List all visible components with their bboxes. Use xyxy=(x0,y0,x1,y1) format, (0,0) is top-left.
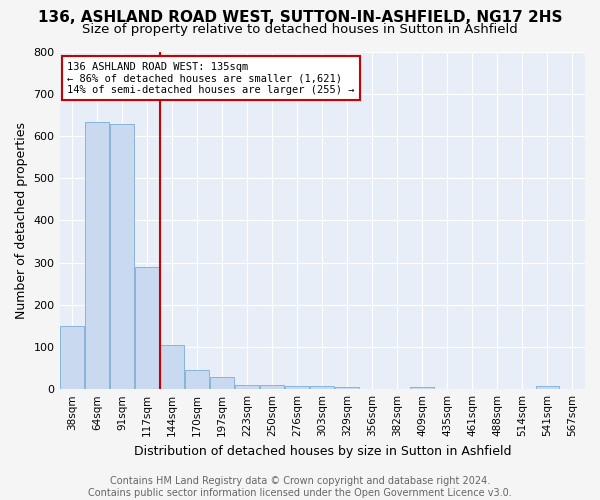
Bar xyxy=(210,376,234,389)
Bar xyxy=(335,386,359,389)
Bar xyxy=(235,385,259,389)
Bar xyxy=(286,386,309,389)
Bar xyxy=(110,124,134,389)
Bar xyxy=(60,326,84,389)
Text: Size of property relative to detached houses in Sutton in Ashfield: Size of property relative to detached ho… xyxy=(82,22,518,36)
Bar xyxy=(160,345,184,389)
Text: 136, ASHLAND ROAD WEST, SUTTON-IN-ASHFIELD, NG17 2HS: 136, ASHLAND ROAD WEST, SUTTON-IN-ASHFIE… xyxy=(38,10,562,25)
Bar xyxy=(135,267,159,389)
X-axis label: Distribution of detached houses by size in Sutton in Ashfield: Distribution of detached houses by size … xyxy=(134,444,511,458)
Bar xyxy=(310,386,334,389)
Bar xyxy=(410,387,434,389)
Y-axis label: Number of detached properties: Number of detached properties xyxy=(15,122,28,319)
Text: 136 ASHLAND ROAD WEST: 135sqm
← 86% of detached houses are smaller (1,621)
14% o: 136 ASHLAND ROAD WEST: 135sqm ← 86% of d… xyxy=(67,62,355,95)
Bar xyxy=(260,385,284,389)
Bar xyxy=(536,386,559,389)
Bar xyxy=(185,370,209,389)
Text: Contains HM Land Registry data © Crown copyright and database right 2024.
Contai: Contains HM Land Registry data © Crown c… xyxy=(88,476,512,498)
Bar xyxy=(85,122,109,389)
